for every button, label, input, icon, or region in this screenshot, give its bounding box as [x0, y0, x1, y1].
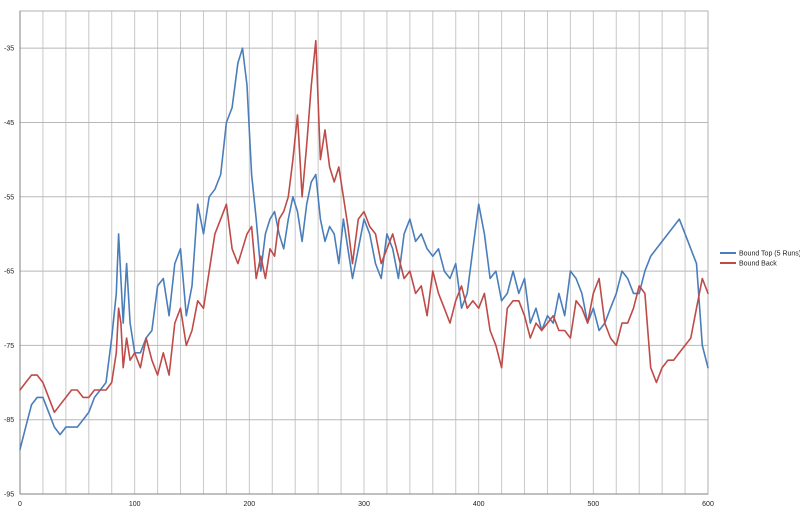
y-tick-label: -45: [4, 120, 14, 127]
y-tick-label: -65: [4, 269, 14, 276]
y-tick-label: -85: [4, 417, 14, 424]
legend: Bound Top (5 Runs) Bound Back: [720, 251, 800, 268]
y-tick-label: -75: [4, 343, 14, 350]
gridlines: [19, 10, 709, 495]
series-lines: [19, 39, 709, 451]
y-tick-label: -35: [4, 46, 14, 53]
axes: -35 -45 -55 -65 -75 -85 -95 0 100 200 300 400 500 600: [4, 11, 714, 508]
y-tick-label: -95: [4, 492, 14, 499]
series-line-2: [19, 39, 709, 414]
x-tick-label: 300: [358, 501, 370, 508]
x-tick-label: 400: [473, 501, 485, 508]
x-tick-label: 100: [129, 501, 141, 508]
x-tick-label: 600: [702, 501, 714, 508]
x-tick-label: 200: [243, 501, 255, 508]
series-line-1: [19, 47, 709, 451]
x-tick-label: 500: [587, 501, 599, 508]
x-tick-label: 0: [18, 501, 22, 508]
legend-label: Bound Back: [739, 261, 777, 268]
y-tick-label: -55: [4, 194, 14, 201]
legend-label: Bound Top (5 Runs): [739, 251, 800, 258]
